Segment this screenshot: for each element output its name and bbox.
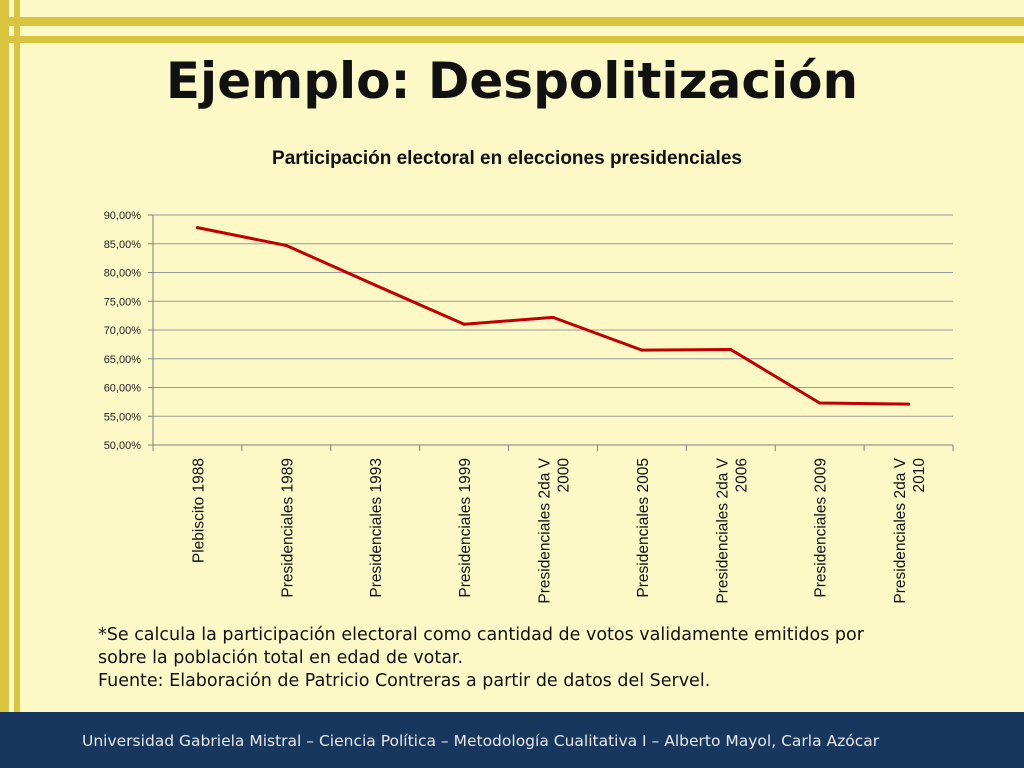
y-tick-label: 50,00% xyxy=(104,440,142,452)
y-tick-label: 85,00% xyxy=(104,239,142,251)
data-point xyxy=(373,283,377,287)
footnote-definition: *Se calcula la participación electoral c… xyxy=(98,625,864,645)
x-tick-label-line: Presidenciales 1999 xyxy=(457,458,474,598)
accent-bar-vertical-1 xyxy=(0,0,9,712)
x-tick-label-line: Presidenciales 2da V xyxy=(537,457,554,603)
x-tick-label-line: 2000 xyxy=(556,458,573,493)
y-tick-label: 60,00% xyxy=(104,383,142,395)
x-tick-label: Presidenciales 2009 xyxy=(813,458,830,598)
data-point xyxy=(640,348,644,352)
footer-text: Universidad Gabriela Mistral – Ciencia P… xyxy=(82,732,880,750)
y-tick-label: 75,00% xyxy=(104,296,142,308)
data-point xyxy=(729,348,733,352)
y-tick-label: 65,00% xyxy=(104,354,142,366)
x-tick-label: Plebiscito 1988 xyxy=(190,458,207,563)
x-tick-label-line: Presidenciales 2da V xyxy=(892,457,909,603)
footer-bar: Universidad Gabriela Mistral – Ciencia P… xyxy=(0,712,1024,768)
x-tick-label-line: Presidenciales 2da V xyxy=(714,457,731,603)
y-tick-label: 70,00% xyxy=(104,325,142,337)
y-tick-label: 55,00% xyxy=(104,411,142,423)
data-point xyxy=(195,226,199,230)
y-tick-label: 90,00% xyxy=(104,210,142,222)
accent-bar-horizontal-2 xyxy=(0,36,1024,43)
data-point xyxy=(284,243,288,247)
x-tick-label: Presidenciales 2da V 2006 xyxy=(714,457,750,603)
x-tick-label: Presidenciales 1993 xyxy=(368,458,385,598)
x-tick-label: Presidenciales 2da V 2010 xyxy=(892,457,928,603)
chart-title: Participación electoral en elecciones pr… xyxy=(272,148,742,169)
data-point xyxy=(818,401,822,405)
x-tick-label: Presidenciales 1999 xyxy=(457,458,474,598)
data-point xyxy=(462,322,466,326)
slide-title: Ejemplo: Despolitización xyxy=(165,52,859,110)
x-tick-label: Presidenciales 2da V 2000 xyxy=(537,457,573,603)
footnote-definition-cont: sobre la población total en edad de vota… xyxy=(98,648,464,668)
y-tick-label: 80,00% xyxy=(104,268,142,280)
accent-bar-vertical-2 xyxy=(14,0,20,712)
x-tick-label-line: 2010 xyxy=(911,458,928,493)
line-chart: Participación electoral en elecciones pr… xyxy=(104,148,954,604)
data-point xyxy=(551,315,555,319)
x-tick-label-line: Presidenciales 2005 xyxy=(635,458,652,598)
x-tick-label-line: Plebiscito 1988 xyxy=(190,458,207,563)
accent-bar-horizontal-1 xyxy=(0,17,1024,26)
data-point xyxy=(907,402,911,406)
x-tick-label: Presidenciales 2005 xyxy=(635,458,652,598)
footnotes: *Se calcula la participación electoral c… xyxy=(98,624,978,693)
x-tick-label-line: Presidenciales 1993 xyxy=(368,458,385,598)
x-tick-label-line: 2006 xyxy=(733,458,750,492)
footnote-source: Fuente: Elaboración de Patricio Contrera… xyxy=(98,671,711,691)
x-tick-label-line: Presidenciales 2009 xyxy=(813,458,830,598)
x-tick-label: Presidenciales 1989 xyxy=(279,458,296,598)
x-tick-label-line: Presidenciales 1989 xyxy=(279,458,296,598)
